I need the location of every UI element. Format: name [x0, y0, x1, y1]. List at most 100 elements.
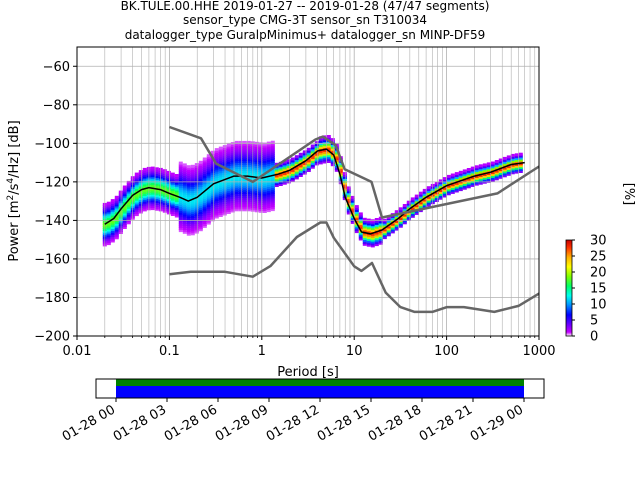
histogram-cell: [286, 161, 291, 165]
histogram-cell: [406, 216, 411, 220]
histogram-cell: [178, 169, 183, 173]
histogram-cell: [282, 164, 287, 168]
histogram-cell: [302, 163, 307, 167]
histogram-cell: [270, 154, 275, 158]
histogram-cell: [378, 235, 383, 239]
histogram-cell: [126, 221, 131, 225]
histogram-cell: [218, 167, 223, 171]
histogram-cell: [194, 184, 199, 188]
histogram-cell: [202, 192, 207, 196]
histogram-cell: [186, 178, 191, 182]
histogram-cell: [514, 155, 519, 159]
histogram-cell: [178, 221, 183, 225]
histogram-cell: [194, 174, 199, 178]
histogram-cell: [206, 210, 211, 213]
histogram-cell: [134, 195, 139, 199]
histogram-cell: [258, 161, 263, 165]
histogram-cell: [134, 199, 139, 203]
histogram-cell: [182, 174, 187, 178]
mean-psd-line: [104, 148, 525, 235]
histogram-cell: [186, 205, 191, 209]
histogram-cell: [254, 191, 259, 195]
histogram-cell: [202, 209, 207, 213]
histogram-cell: [274, 174, 279, 178]
histogram-cell: [310, 144, 315, 148]
histogram-cell: [246, 140, 251, 144]
histogram-cell: [178, 192, 183, 196]
histogram-cell: [326, 142, 331, 146]
histogram-cell: [294, 168, 299, 172]
histogram-cell: [482, 178, 487, 182]
histogram-cell: [290, 169, 295, 173]
histogram-cell: [358, 235, 363, 239]
histogram-cell: [178, 227, 183, 231]
histogram-cell: [198, 220, 203, 224]
histogram-cell: [178, 217, 183, 221]
histogram-cell: [362, 240, 367, 244]
histogram-cell: [158, 196, 163, 200]
histogram-cell: [126, 213, 131, 217]
histogram-cell: [362, 235, 367, 239]
histogram-cell: [166, 174, 171, 178]
histogram-cell: [462, 186, 467, 190]
histogram-cell: [190, 174, 195, 178]
histogram-cell: [378, 226, 383, 230]
histogram-cell: [286, 172, 291, 176]
histogram-cell: [122, 191, 127, 195]
histogram-cell: [342, 181, 347, 185]
histogram-cell: [254, 166, 259, 170]
histogram-cell: [178, 213, 183, 217]
histogram-cell: [298, 170, 303, 174]
histogram-cell: [262, 181, 267, 185]
histogram-cell: [226, 143, 231, 147]
x-tick-label: 0.1: [159, 344, 180, 359]
histogram-cell: [238, 148, 243, 152]
histogram-cell: [226, 189, 231, 193]
histogram-cell: [122, 208, 127, 212]
histogram-cell: [358, 225, 363, 229]
x-axis-label: Period [s]: [277, 365, 339, 380]
histogram-cell: [122, 214, 127, 218]
y-tick-label: −80: [43, 98, 70, 113]
histogram-cell: [182, 225, 187, 228]
histogram-cell: [258, 202, 263, 206]
histogram-cell: [270, 148, 275, 152]
histogram-cell: [406, 202, 411, 206]
histogram-cell: [322, 147, 327, 150]
histogram-cell: [106, 222, 111, 226]
histogram-cell: [218, 173, 223, 177]
histogram-cell: [270, 202, 275, 206]
histogram-cell: [322, 148, 327, 152]
histogram-cell: [350, 201, 355, 205]
histogram-cell: [186, 224, 191, 228]
histogram-cell: [278, 183, 283, 186]
histogram-cell: [174, 204, 179, 208]
histogram-cell: [382, 232, 387, 236]
histogram-cell: [178, 167, 183, 171]
histogram-cell: [194, 172, 199, 176]
histogram-cell: [158, 189, 163, 193]
histogram-cell: [286, 176, 291, 180]
histogram-cell: [190, 228, 195, 232]
histogram-cell: [202, 201, 207, 205]
histogram-cell: [214, 175, 219, 179]
histogram-cell: [110, 229, 115, 233]
histogram-cell: [270, 208, 275, 212]
histogram-cell: [242, 140, 247, 144]
histogram-cell: [330, 151, 335, 155]
histogram-cell: [230, 161, 235, 165]
title-line-2: sensor_type CMG-3T sensor_sn T310034: [183, 13, 427, 27]
histogram-cell: [210, 162, 215, 166]
histogram-cell: [202, 161, 207, 165]
histogram-cell: [226, 157, 231, 161]
histogram-cell: [166, 201, 171, 205]
histogram-cell: [142, 177, 147, 181]
histogram-cell: [174, 208, 179, 212]
histogram-cell: [430, 197, 435, 201]
histogram-cell: [214, 153, 219, 157]
histogram-cell: [162, 178, 167, 182]
histogram-cell: [154, 198, 159, 202]
histogram-cell: [126, 192, 131, 196]
histogram-cell: [234, 191, 239, 194]
histogram-cell: [286, 178, 291, 182]
